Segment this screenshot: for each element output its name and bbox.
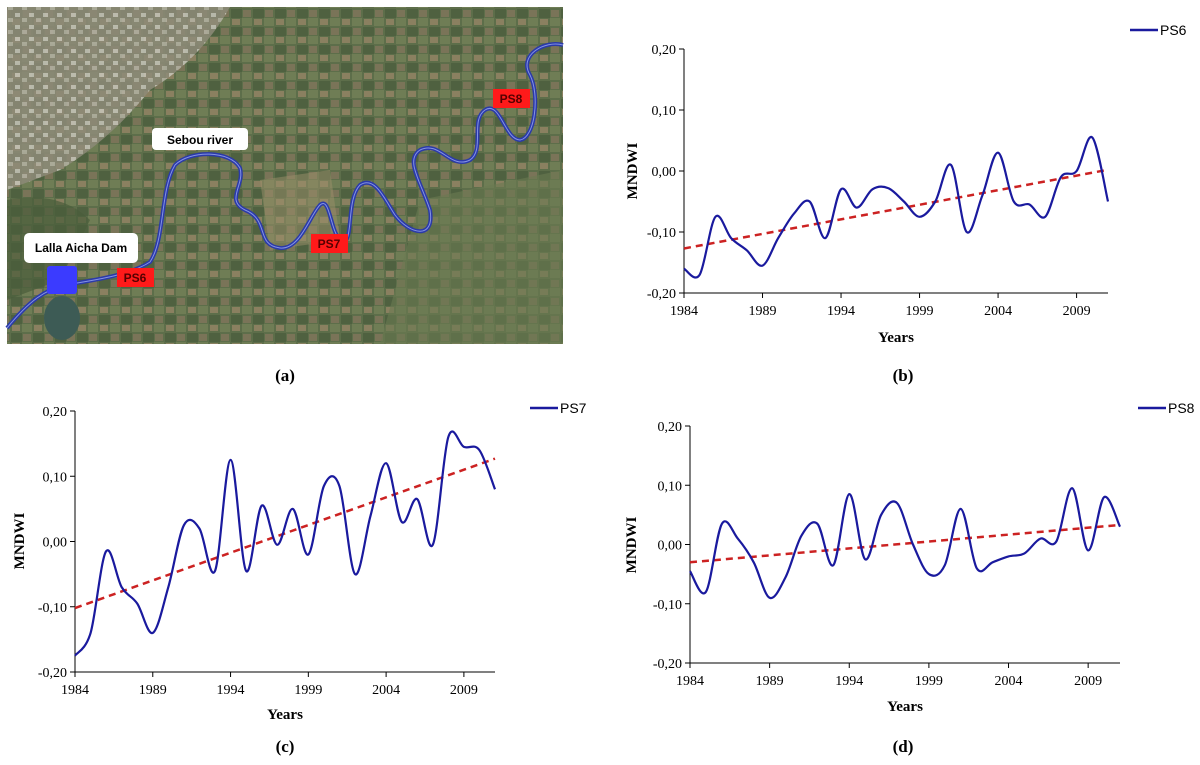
site-label-ps6: PS6 (124, 271, 147, 285)
river-label-box (152, 128, 248, 150)
y-tick-label: 0,00 (43, 536, 68, 551)
dam-marker (47, 266, 77, 294)
y-tick-label: 0,10 (658, 479, 683, 494)
dam-label-box (24, 233, 138, 263)
y-axis-label: MNDWI (12, 513, 28, 570)
x-tick-label: 1984 (670, 304, 698, 319)
x-tick-label: 2004 (984, 304, 1012, 319)
x-axis-label: Years (878, 330, 914, 346)
x-axis-label: Years (887, 699, 923, 715)
y-tick-label: 0,20 (43, 405, 68, 420)
site-box-ps8 (493, 89, 530, 108)
legend-label: PS8 (1168, 400, 1195, 416)
river-label: Sebou river (167, 133, 233, 147)
x-tick-label: 1989 (756, 674, 784, 689)
chart-ps6: -0,20 -0,10 0,00 0,10 0,20 1984 1989 1994 1999 20… (625, 22, 1187, 385)
y-tick-label: -0,20 (647, 287, 676, 302)
caption: (c) (276, 737, 295, 756)
trend-line (74, 457, 496, 610)
y-tick-label: -0,20 (38, 666, 67, 681)
x-tick-label: 1994 (217, 683, 245, 698)
dam-label: Lalla Aicha Dam (35, 241, 127, 255)
legend-label: PS7 (560, 400, 587, 416)
caption: (d) (893, 737, 914, 756)
satellite-map: Sebou river Lalla Aicha Dam PS6 PS7 PS8 (5, 7, 564, 344)
y-tick-label: -0,10 (653, 598, 682, 613)
y-tick-label: 0,20 (658, 420, 683, 435)
y-axis-label: MNDWI (624, 517, 640, 574)
x-tick-label: 1984 (676, 674, 704, 689)
caption-a: (a) (275, 366, 295, 385)
chart-ps8: -0,20 -0,10 0,00 0,10 0,20 1984 1989 1994 1999 20… (624, 400, 1195, 756)
x-tick-label: 2004 (372, 683, 400, 698)
x-tick-label: 2009 (1063, 304, 1091, 319)
x-tick-label: 1999 (294, 683, 322, 698)
series-line-ps6 (683, 136, 1110, 279)
x-tick-label: 1984 (61, 683, 89, 698)
y-tick-label: 0,00 (652, 165, 677, 180)
x-tick-label: 1994 (835, 674, 863, 689)
trend-line (683, 168, 1109, 250)
y-tick-label: -0,10 (647, 226, 676, 241)
series-line-ps8 (689, 487, 1121, 600)
y-tick-label: 0,10 (43, 470, 68, 485)
x-tick-label: 1994 (827, 304, 855, 319)
x-tick-label: 1999 (915, 674, 943, 689)
x-tick-label: 2004 (995, 674, 1023, 689)
y-tick-label: 0,20 (652, 43, 677, 58)
site-box-ps7 (311, 234, 348, 253)
series-line-ps7 (74, 430, 497, 657)
x-axis-label: Years (267, 707, 303, 723)
x-tick-label: 2009 (1074, 674, 1102, 689)
x-tick-label: 1989 (139, 683, 167, 698)
caption: (b) (893, 366, 914, 385)
chart-ps7: -0,20 -0,10 0,00 0,10 0,20 1984 1989 1994 1999 20… (12, 400, 587, 756)
x-tick-label: 1999 (906, 304, 934, 319)
x-tick-label: 2009 (450, 683, 478, 698)
y-axis-label: MNDWI (625, 143, 641, 200)
site-label-ps8: PS8 (500, 92, 523, 106)
site-label-ps7: PS7 (318, 237, 341, 251)
legend-label: PS6 (1160, 22, 1187, 38)
y-tick-label: -0,20 (653, 657, 682, 672)
x-tick-label: 1989 (749, 304, 777, 319)
y-tick-label: 0,10 (652, 104, 677, 119)
y-tick-label: 0,00 (658, 539, 683, 554)
site-box-ps6 (117, 268, 154, 287)
y-tick-label: -0,10 (38, 601, 67, 616)
